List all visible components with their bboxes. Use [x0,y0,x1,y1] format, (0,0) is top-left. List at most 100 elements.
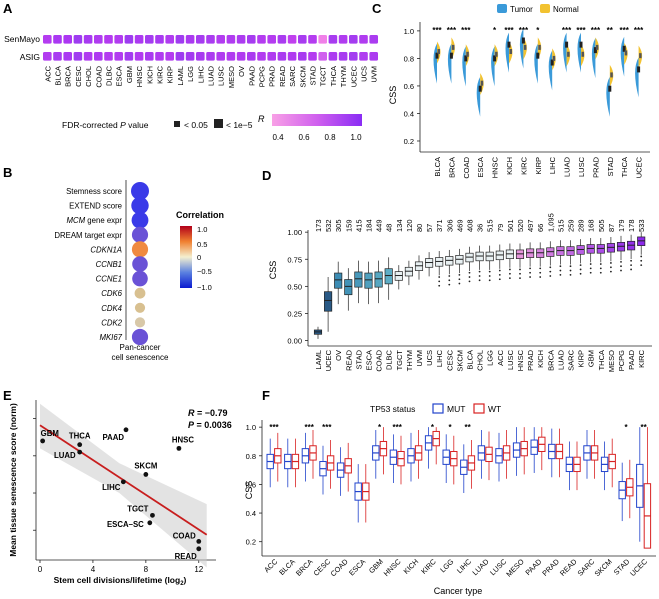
boxplot-count-label: 168 [587,219,596,232]
boxplot-count-label: 289 [577,219,586,232]
f-xlabel: Cancer type [434,586,483,596]
scatter-x-tick-label: 8 [144,565,149,574]
heatmap-cell [134,35,144,44]
boxplot-count-label: 449 [375,219,384,232]
heatmap-col-label: TGCT [319,66,328,87]
boxplot-outlier [630,264,632,267]
scatter-x-tick-label: 4 [91,565,96,574]
panel-letter-a: A [3,1,13,16]
f-x-label: COAD [329,557,350,578]
heatmap-cell [83,35,93,44]
boxplot-count-label: 532 [324,219,333,232]
boxplot-x-label: UVM [415,350,424,367]
heatmap-cell [257,52,266,61]
boxplot-outlier [589,271,592,274]
f-x-label: BLCA [277,557,297,577]
boxplot-outlier [599,267,602,270]
boxplot-count-label: 259 [567,219,576,232]
boxplot-count-label: 505 [597,219,606,232]
heatmap-cell [369,52,378,61]
correlation-colorbar [180,226,192,288]
boxplot-outlier [610,266,612,269]
f-significance: *** [393,423,403,432]
panel-letter-e: E [3,388,12,403]
boxplot-count-label: 120 [405,219,414,232]
boxplot-x-label: SARC [567,349,576,370]
boxplot-count-label: 306 [445,219,454,232]
violin-tumor [577,32,581,73]
boxplot-x-label: DLBC [385,349,394,370]
corr-tick: 0 [197,253,201,262]
f-x-label: UCEC [628,557,649,578]
heatmap-cell [318,35,327,44]
dotplot-row-label: CCNB1 [96,260,122,269]
r-stat-value: = −0.79 [195,408,228,418]
scatter-point-label: READ [175,552,197,561]
violin-significance: *** [620,26,630,35]
heatmap-col-label: DLBC [105,65,114,86]
scatter-point [123,427,129,433]
boxplot-count-label: 87 [607,224,616,232]
violin-tumor [620,36,625,77]
dotplot-row-label: CDKN1A [90,245,122,254]
boxplot-outlier [448,275,451,277]
scatter-x-tick-label: 12 [194,565,203,574]
boxplot-outlier [569,265,572,268]
dotplot-dot [131,211,149,229]
boxplot-box [354,271,363,288]
fdr-label-suffix: value [126,120,149,130]
violin-tumor [635,57,639,98]
heatmap-cell [328,35,338,44]
scatter-xlabel: Stem cell divisions/lifetime (log [54,575,181,585]
heatmap-cell [104,52,113,61]
heatmap-cell [318,52,327,61]
violin-x-label: ESCA [476,157,485,177]
f-significance: * [431,423,435,432]
heatmap-cell [298,35,307,44]
boxplot-outlier [478,270,481,273]
legend-small-square [174,121,180,127]
scatter-point [77,442,83,448]
boxplot-outlier [458,282,461,285]
boxplot-count-label: 48 [385,224,394,232]
boxplot-outlier [610,270,612,273]
f-x-label: LGG [438,557,455,574]
boxplot-count-label: 178 [627,219,636,232]
scatter-point [196,546,202,552]
heatmap-col-label: LUAD [207,65,216,86]
violin-box-normal [538,44,541,50]
heatmap-cell [53,35,62,44]
boxplot-outlier [559,265,562,268]
legend-mut-swatch [432,403,444,414]
heatmap-cell [165,52,174,61]
heatmap-col-label: CHOL [84,66,93,87]
heatmap-cell [236,52,246,61]
violin-significance: *** [591,26,601,35]
violin-y-tick-label: 1.0 [404,27,414,36]
heatmap-col-label: UCS [360,66,369,82]
heatmap-col-label: BLCA [54,66,63,86]
boxplot-count-label: 515 [486,219,495,232]
heatmap-cell [155,52,164,61]
heatmap-col-label: SKCM [298,66,307,88]
boxplot-count-label: 36 [476,224,485,232]
boxplot-x-label: LIHC [435,349,444,367]
legend-normal-swatch [540,4,550,13]
boxplot-count-label: 415 [354,219,363,232]
violin-y-tick-label: 0.2 [404,137,414,146]
boxplot-x-label: CESC [445,349,454,370]
violin-tumor [563,32,567,73]
heatmap-cell [165,35,174,44]
heatmap-col-label: MESO [227,66,236,88]
boxplot-box [324,291,333,312]
violin-significance: *** [461,26,471,35]
f-x-label: LUAD [470,557,490,577]
violin-box-tumor [464,55,468,62]
boxplot-outlier [468,280,471,283]
heatmap-cell [155,35,164,44]
boxplot-outlier [539,267,542,270]
boxplot-x-label: OV [334,350,343,361]
dotplot-dot [132,256,148,272]
heatmap-cell [308,35,317,44]
violin-box-tumor [449,52,453,59]
